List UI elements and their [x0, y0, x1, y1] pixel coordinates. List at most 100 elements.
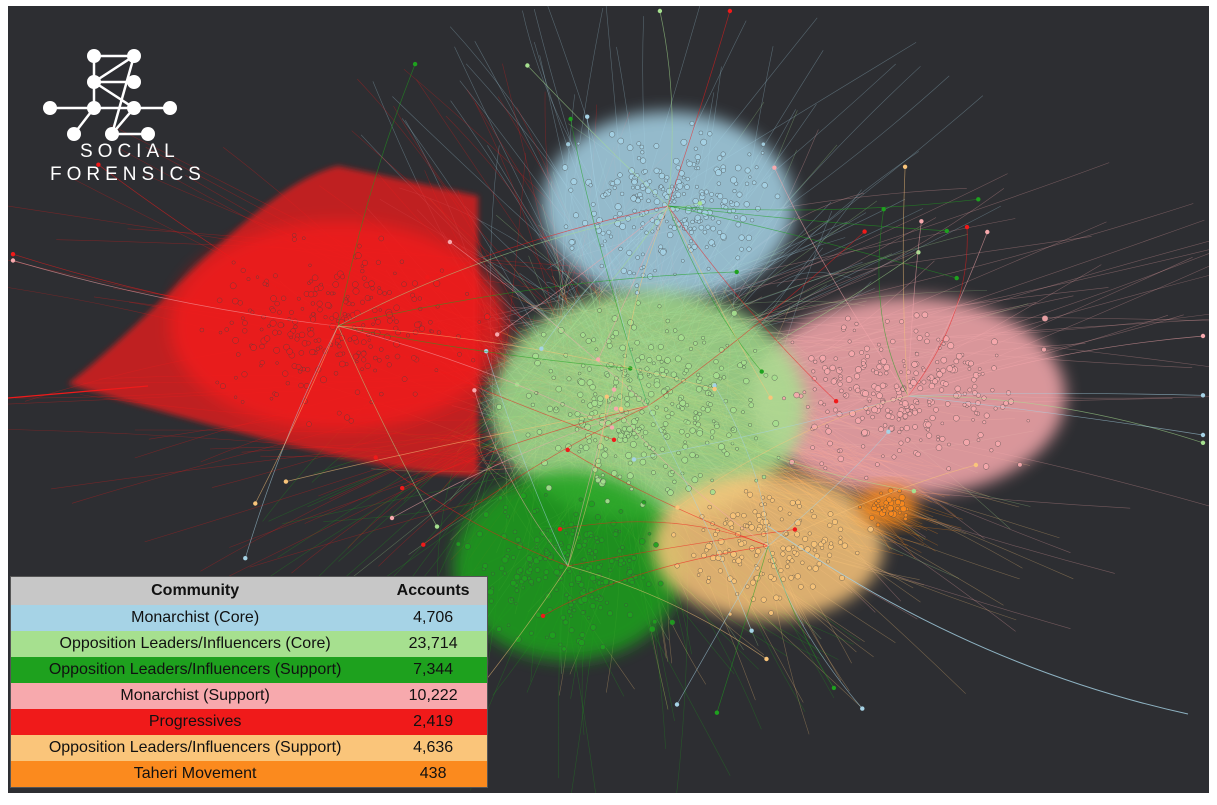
network-node — [568, 239, 575, 246]
network-node — [218, 330, 223, 335]
legend-community: Monarchist (Core) — [131, 609, 260, 626]
network-node — [626, 144, 634, 151]
network-node — [565, 141, 571, 147]
network-node — [360, 299, 365, 305]
network-node — [727, 520, 734, 527]
network-node — [784, 532, 789, 536]
network-node — [670, 401, 675, 406]
network-node — [659, 446, 666, 452]
network-node — [882, 423, 888, 428]
network-node — [754, 436, 758, 441]
peripheral-edge — [907, 395, 1204, 444]
network-node — [224, 327, 229, 332]
network-node — [890, 338, 896, 345]
network-node — [528, 563, 533, 567]
network-node — [675, 355, 682, 363]
network-node — [875, 522, 881, 528]
network-node — [568, 187, 574, 193]
network-node — [386, 290, 392, 295]
network-node — [599, 263, 604, 269]
peripheral-edge — [667, 205, 837, 402]
peripheral-node — [792, 527, 798, 532]
network-node — [333, 371, 339, 376]
network-node — [534, 360, 541, 367]
network-node — [739, 215, 747, 223]
network-node — [624, 603, 628, 607]
network-node — [496, 403, 503, 410]
network-node — [577, 371, 582, 376]
network-node — [604, 498, 611, 504]
network-node — [545, 635, 549, 640]
network-node — [659, 366, 666, 373]
network-node — [436, 330, 442, 335]
network-node — [754, 165, 759, 170]
peripheral-node — [674, 702, 680, 707]
network-node — [668, 224, 673, 230]
network-node — [888, 510, 895, 517]
network-node — [671, 532, 677, 538]
network-node — [925, 421, 932, 428]
network-node — [693, 146, 698, 151]
logo-line-2: FORENSICS — [50, 164, 206, 185]
network-node — [839, 575, 845, 581]
network-node — [721, 375, 727, 380]
network-node — [641, 265, 646, 269]
network-node — [729, 525, 734, 530]
network-node — [693, 410, 698, 415]
network-node — [731, 578, 737, 584]
network-node — [733, 201, 740, 208]
network-node — [847, 339, 852, 344]
network-node — [970, 405, 977, 412]
network-node — [487, 588, 494, 596]
network-node — [732, 559, 736, 564]
network-node — [739, 554, 745, 560]
network-node — [534, 567, 541, 573]
network-node — [716, 219, 722, 225]
network-node — [907, 411, 913, 417]
network-node — [555, 445, 562, 452]
network-node — [825, 424, 829, 429]
network-node — [939, 435, 946, 442]
network-node — [547, 537, 554, 544]
network-node — [771, 374, 778, 381]
network-node — [653, 167, 660, 174]
network-node — [675, 165, 681, 171]
network-node — [947, 342, 955, 350]
network-node — [689, 451, 696, 458]
peripheral-edge — [337, 202, 701, 327]
network-node — [294, 336, 300, 342]
network-node — [696, 159, 700, 163]
peripheral-edge — [615, 408, 769, 547]
network-node — [810, 509, 814, 513]
network-node — [595, 458, 602, 464]
network-node — [635, 184, 641, 190]
network-node — [642, 429, 649, 436]
network-node — [650, 422, 656, 428]
peripheral-edge — [567, 389, 615, 567]
network-node — [697, 411, 702, 417]
network-node — [393, 271, 397, 276]
network-node — [320, 376, 327, 384]
peripheral-node — [253, 501, 258, 506]
network-node — [730, 176, 737, 184]
network-node — [267, 324, 271, 328]
network-node — [352, 287, 360, 295]
peripheral-node — [525, 63, 530, 68]
network-node — [295, 363, 302, 370]
network-node — [356, 243, 362, 249]
peripheral-node — [557, 526, 563, 532]
network-node — [352, 281, 359, 288]
network-node — [614, 375, 619, 381]
network-node — [833, 356, 838, 361]
network-node — [810, 541, 818, 548]
network-node — [825, 428, 832, 435]
network-node — [689, 239, 693, 244]
network-node — [488, 598, 494, 604]
network-node — [953, 392, 959, 399]
network-node — [601, 473, 605, 478]
network-node — [1006, 390, 1012, 396]
network-node — [862, 390, 869, 397]
network-node — [506, 623, 511, 627]
peripheral-edge — [567, 565, 767, 660]
network-node — [865, 410, 871, 415]
